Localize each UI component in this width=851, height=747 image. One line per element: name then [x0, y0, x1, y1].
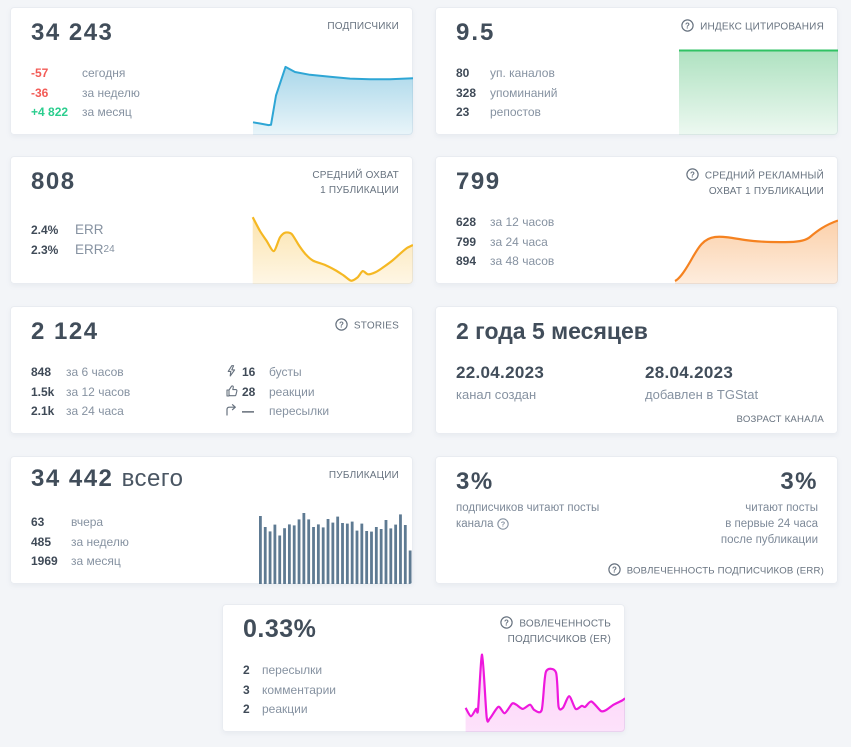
- svg-text:?: ?: [685, 21, 690, 30]
- svg-text:?: ?: [339, 320, 344, 329]
- svg-text:?: ?: [504, 618, 509, 627]
- svg-text:?: ?: [500, 519, 505, 528]
- svg-text:?: ?: [690, 170, 695, 179]
- svg-text:?: ?: [612, 565, 617, 574]
